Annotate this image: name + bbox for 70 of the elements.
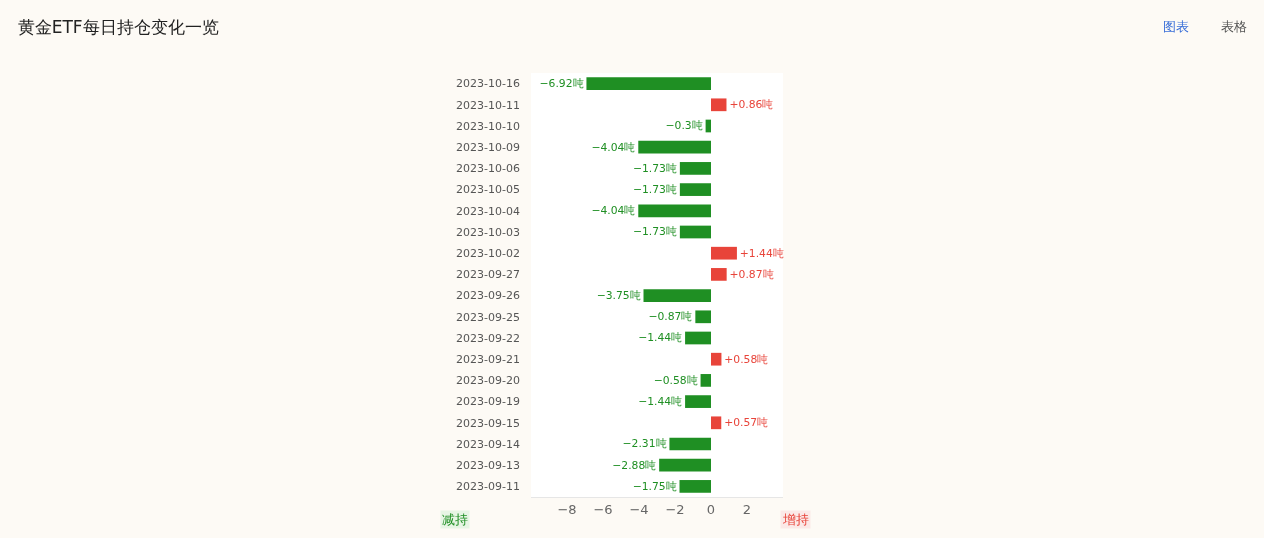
- y-tick-label: 2023-10-10: [456, 119, 520, 133]
- y-tick-label: 2023-09-25: [456, 310, 520, 324]
- data-label: +0.87吨: [729, 267, 774, 281]
- bar: [643, 289, 711, 302]
- x-tick-label: −6: [593, 501, 613, 517]
- bar: [679, 480, 711, 493]
- y-tick-label: 2023-09-15: [456, 416, 520, 430]
- data-label: −1.73吨: [633, 225, 677, 239]
- data-label: +0.58吨: [724, 352, 769, 366]
- data-label: −0.87吨: [648, 310, 693, 324]
- data-label: −2.88吨: [612, 458, 657, 472]
- data-label: −4.04吨: [591, 204, 636, 218]
- y-tick-label: 2023-09-27: [456, 268, 520, 282]
- y-tick-label: 2023-09-14: [456, 437, 520, 451]
- data-label: −0.58吨: [653, 373, 698, 387]
- text: 增持: [782, 512, 809, 527]
- y-tick-label: 2023-10-02: [456, 247, 520, 261]
- bar: [711, 352, 722, 366]
- data-label: −6.92吨: [539, 77, 584, 91]
- data-label: +0.57吨: [724, 416, 769, 430]
- x-tick-label: 2: [742, 501, 752, 517]
- bar: [685, 395, 711, 408]
- y-tick-label: 2023-10-16: [456, 77, 520, 91]
- y-tick-label: 2023-10-04: [456, 204, 520, 218]
- text: 表格: [1221, 19, 1247, 34]
- bar: [711, 246, 737, 260]
- y-tick-label: 2023-09-21: [456, 353, 520, 367]
- text: 图表: [1163, 19, 1189, 34]
- y-tick-label: 2023-09-19: [456, 395, 520, 409]
- data-label: +0.86吨: [729, 98, 774, 112]
- data-label: +1.44吨: [739, 246, 784, 260]
- x-tick-label: 0: [706, 501, 716, 517]
- data-label: −3.75吨: [596, 289, 641, 303]
- bar: [685, 331, 711, 345]
- data-label: −1.44吨: [638, 395, 683, 409]
- y-tick-label: 2023-09-20: [456, 374, 520, 388]
- x-tick-label: −2: [665, 501, 685, 517]
- bar: [586, 77, 711, 90]
- bar: [659, 458, 711, 472]
- data-label: −0.3吨: [665, 119, 703, 133]
- bar: [679, 183, 711, 196]
- x-tick-label: −4: [629, 501, 649, 517]
- bar: [711, 416, 722, 430]
- text: 黄金ETF每日持仓变化一览: [17, 17, 219, 38]
- data-label: −4.04吨: [591, 140, 636, 154]
- y-tick-label: 2023-10-03: [456, 225, 520, 239]
- y-tick-label: 2023-09-13: [456, 459, 520, 473]
- data-label: −1.73吨: [633, 183, 677, 197]
- y-tick-label: 2023-10-11: [456, 98, 520, 112]
- bar: [695, 310, 711, 324]
- bar: [679, 162, 711, 175]
- y-tick-label: 2023-09-11: [456, 480, 520, 494]
- bar: [669, 437, 711, 451]
- bar: [638, 140, 711, 154]
- bar: [711, 268, 727, 281]
- y-tick-label: 2023-09-22: [456, 331, 520, 345]
- bar: [638, 204, 711, 218]
- bar: [679, 225, 711, 239]
- data-label: −1.75吨: [632, 479, 677, 493]
- data-label: −2.31吨: [622, 437, 667, 451]
- x-tick-label: −8: [557, 501, 577, 517]
- text: 减持: [442, 512, 468, 527]
- data-label: −1.73吨: [633, 161, 677, 175]
- bar: [711, 98, 727, 112]
- y-tick-label: 2023-09-26: [456, 289, 520, 303]
- y-tick-label: 2023-10-09: [456, 141, 520, 155]
- data-label: −1.44吨: [638, 331, 683, 345]
- y-tick-label: 2023-10-05: [456, 183, 520, 197]
- y-tick-label: 2023-10-06: [456, 162, 520, 176]
- bar: [700, 374, 711, 387]
